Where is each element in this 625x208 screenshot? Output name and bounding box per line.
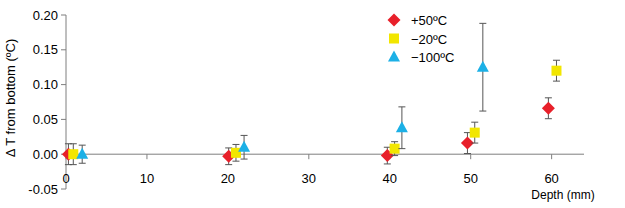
point xyxy=(238,141,250,152)
error-cap xyxy=(79,163,86,164)
x-tick xyxy=(551,154,552,159)
error-cap xyxy=(79,145,86,146)
error-cap xyxy=(225,164,232,165)
error-cap xyxy=(553,81,560,82)
error-cap xyxy=(471,143,478,144)
y-tick xyxy=(61,84,66,85)
x-tick-label: 20 xyxy=(221,171,235,186)
error-cap xyxy=(232,161,239,162)
x-tick-label: 40 xyxy=(383,171,397,186)
y-tick xyxy=(61,15,66,16)
y-tick-label: 0.20 xyxy=(33,8,58,23)
legend-label: −20ºC xyxy=(411,32,447,47)
error-cap xyxy=(232,144,239,145)
y-tick xyxy=(61,49,66,50)
x-tick-label: 60 xyxy=(544,171,558,186)
error-cap xyxy=(553,60,560,61)
y-axis-line xyxy=(66,15,67,189)
point xyxy=(542,102,555,115)
x-tick-label: 10 xyxy=(140,171,154,186)
point xyxy=(477,61,489,72)
error-cap xyxy=(391,141,398,142)
error-cap xyxy=(471,122,478,123)
error-cap xyxy=(241,135,248,136)
x-tick xyxy=(470,154,471,159)
y-tick xyxy=(61,189,66,190)
legend-label: −100ºC xyxy=(411,50,454,65)
error-cap xyxy=(545,97,552,98)
x-axis-line xyxy=(66,154,584,155)
legend: +50ºC −20ºC −100ºC xyxy=(388,13,455,65)
x-tick-label: 50 xyxy=(463,171,477,186)
point xyxy=(470,128,480,138)
point xyxy=(551,66,561,76)
x-tick-label: 0 xyxy=(62,171,69,186)
chart: -0.05 0.00 0.05 0.10 0.15 0.20 0 10 20 30 40 50 60 De… xyxy=(0,0,625,208)
y-axis-label: Δ T from bottom (ºC) xyxy=(3,39,18,158)
y-tick xyxy=(61,119,66,120)
error-cap xyxy=(398,106,405,107)
error-cap xyxy=(398,148,405,149)
error-cap xyxy=(241,159,248,160)
error-cap xyxy=(464,153,471,154)
point xyxy=(76,148,88,159)
x-axis-label: Depth (mm) xyxy=(531,188,594,202)
y-tick-label: 0.15 xyxy=(33,42,58,57)
y-tick-label: 0.05 xyxy=(33,112,58,127)
point xyxy=(396,121,408,132)
error-cap xyxy=(479,111,486,112)
error-cap xyxy=(545,118,552,119)
legend-marker xyxy=(388,51,400,62)
y-tick-label: -0.05 xyxy=(28,182,58,197)
x-tick xyxy=(146,154,147,159)
x-tick xyxy=(308,154,309,159)
y-tick-label: 0.10 xyxy=(33,77,58,92)
point xyxy=(390,144,400,154)
error-cap xyxy=(391,155,398,156)
y-tick-label: 0.00 xyxy=(33,147,58,162)
error-cap xyxy=(70,164,77,165)
error-cap xyxy=(479,23,486,24)
legend-marker xyxy=(389,34,399,44)
x-tick-label: 30 xyxy=(302,171,316,186)
error-cap xyxy=(384,163,391,164)
error-cap xyxy=(70,143,77,144)
plot-area xyxy=(62,23,562,164)
legend-label: +50ºC xyxy=(411,13,447,28)
legend-marker xyxy=(388,14,401,27)
